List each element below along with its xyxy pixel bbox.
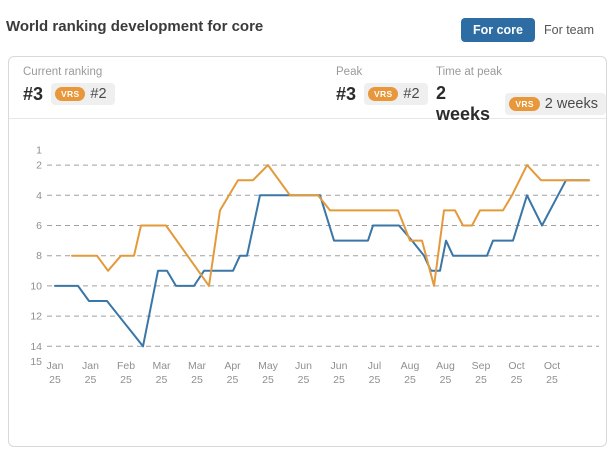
svg-text:25: 25	[49, 374, 61, 386]
svg-text:Jan: Jan	[47, 360, 64, 372]
svg-text:Jan: Jan	[82, 360, 99, 372]
vrs-badge: VRS	[55, 87, 86, 101]
current-vrs-chip: VRS #2	[51, 83, 115, 105]
page-title: World ranking development for core	[6, 18, 264, 35]
peak-vrs-value: #2	[403, 86, 420, 102]
svg-text:25: 25	[404, 374, 416, 386]
time-at-peak-vrs-chip: VRS 2 weeks	[505, 93, 606, 115]
peak-value: #3	[336, 83, 357, 104]
ranking-card: Current ranking #3 VRS #2 Peak #3 VRS #2…	[8, 56, 607, 447]
svg-text:25: 25	[333, 374, 345, 386]
peak-vrs-chip: VRS #2	[364, 83, 428, 105]
svg-text:15: 15	[30, 356, 42, 368]
time-at-peak-label: Time at peak	[436, 66, 503, 78]
svg-text:25: 25	[298, 374, 310, 386]
ranking-chart: 1 2 4 6 8 10 12 14 15 Jan 25 Jan 25 Feb 25 Mar 25 Mar 25 Ap…	[9, 119, 606, 447]
svg-text:Aug: Aug	[436, 360, 455, 372]
chart-mode-toggle: For core For team	[460, 18, 603, 42]
svg-text:Aug: Aug	[401, 360, 420, 372]
for-team-button[interactable]: For team	[535, 18, 603, 42]
time-at-peak-vrs-value: 2 weeks	[544, 96, 598, 112]
svg-text:25: 25	[120, 374, 132, 386]
svg-text:25: 25	[440, 374, 452, 386]
svg-text:25: 25	[475, 374, 487, 386]
svg-text:25: 25	[546, 374, 558, 386]
svg-text:2: 2	[36, 160, 42, 172]
svg-text:Jun: Jun	[295, 360, 312, 372]
svg-text:6: 6	[36, 220, 42, 232]
svg-text:4: 4	[36, 190, 42, 202]
svg-text:25: 25	[85, 374, 97, 386]
svg-text:Apr: Apr	[224, 360, 241, 372]
current-vrs-value: #2	[90, 86, 107, 102]
stat-current-ranking: Current ranking #3 VRS #2	[23, 66, 115, 105]
svg-text:Oct: Oct	[508, 360, 524, 372]
stats-row: Current ranking #3 VRS #2 Peak #3 VRS #2…	[9, 57, 606, 124]
svg-text:25: 25	[369, 374, 381, 386]
svg-text:25: 25	[191, 374, 203, 386]
svg-text:25: 25	[511, 374, 523, 386]
svg-text:14: 14	[30, 341, 42, 353]
peak-label: Peak	[336, 66, 363, 78]
current-ranking-label: Current ranking	[23, 66, 103, 78]
current-ranking-value: #3	[23, 83, 44, 104]
svg-text:8: 8	[36, 250, 42, 262]
svg-text:Sep: Sep	[472, 360, 491, 372]
svg-text:1: 1	[36, 145, 42, 157]
svg-text:May: May	[258, 360, 279, 372]
stat-peak: Peak #3 VRS #2	[336, 66, 428, 105]
svg-text:25: 25	[227, 374, 239, 386]
svg-text:25: 25	[156, 374, 168, 386]
time-at-peak-value: 2 weeks	[436, 83, 491, 124]
svg-text:Jun: Jun	[331, 360, 348, 372]
svg-text:Oct: Oct	[544, 360, 560, 372]
vrs-badge: VRS	[509, 97, 540, 111]
vrs-badge: VRS	[368, 87, 399, 101]
svg-text:Jul: Jul	[368, 360, 381, 372]
svg-text:Mar: Mar	[188, 360, 207, 372]
svg-text:12: 12	[30, 311, 42, 323]
svg-text:25: 25	[262, 374, 274, 386]
svg-text:Feb: Feb	[117, 360, 135, 372]
svg-text:10: 10	[30, 280, 42, 292]
for-core-button[interactable]: For core	[460, 18, 535, 42]
svg-text:Mar: Mar	[152, 360, 171, 372]
stat-time-at-peak: Time at peak 2 weeks VRS 2 weeks	[436, 66, 606, 125]
